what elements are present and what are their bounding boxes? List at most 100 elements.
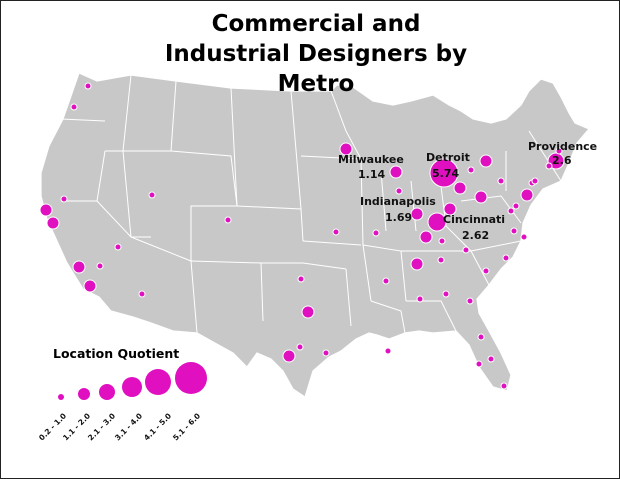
state-line-5 — [96, 200, 132, 238]
metro-bubble-4 — [46, 216, 60, 230]
metro-bubble-12 — [224, 216, 232, 224]
metro-bubble-6 — [148, 191, 156, 199]
metro-bubble-36 — [419, 230, 433, 244]
legend-label-class-6: 5.1 - 6.0 — [171, 411, 202, 442]
map-title-line-1: Commercial and — [211, 11, 421, 37]
metro-bubble-10 — [96, 262, 104, 270]
metro-bubble-52 — [500, 382, 508, 390]
metro-bubble-22 — [429, 158, 459, 188]
legend-label-class-4: 3.1 - 4.0 — [113, 411, 144, 442]
legend-label-class-3: 2.1 - 3.0 — [86, 411, 117, 442]
state-line-25 — [410, 180, 417, 232]
metro-bubbles — [39, 82, 565, 390]
legend-title: Location Quotient — [53, 346, 179, 361]
metro-labels: Milwaukee 1.14 Detroit 5.74 Providence 2… — [338, 140, 597, 242]
state-line-31 — [528, 130, 562, 182]
metro-bubble-46 — [416, 295, 424, 303]
metro-bubble-48 — [466, 297, 474, 305]
legend-circle-class-6 — [175, 362, 207, 394]
state-line-15 — [302, 240, 362, 246]
metro-bubble-35 — [427, 212, 447, 232]
metro-bubble-47 — [442, 290, 450, 298]
label-providence-name: Providence — [528, 140, 597, 153]
metro-bubble-11 — [138, 290, 146, 298]
state-line-28 — [460, 195, 522, 224]
metro-bubble-26 — [474, 190, 488, 204]
metro-bubble-17 — [296, 343, 304, 351]
metro-bubble-41 — [372, 229, 380, 237]
legend-circle-class-4 — [122, 377, 142, 397]
metro-bubble-43 — [462, 246, 470, 254]
us-land — [40, 72, 590, 398]
metro-bubble-33 — [520, 233, 528, 241]
legend-circle-class-2 — [78, 388, 90, 400]
state-line-13 — [290, 90, 302, 210]
label-indianapolis-value: 1.69 — [385, 211, 412, 224]
metro-bubble-21 — [395, 187, 403, 195]
state-line-24 — [380, 170, 387, 232]
label-detroit-name: Detroit — [426, 151, 470, 164]
metro-bubble-49 — [477, 333, 485, 341]
label-indianapolis-name: Indianapolis — [360, 195, 436, 208]
state-line-12 — [230, 87, 238, 207]
legend: Location Quotient 0.2 - 1.0 1.1 - 2.0 2.… — [37, 346, 207, 442]
metro-bubble-23 — [453, 181, 467, 195]
state-line-17 — [345, 268, 352, 327]
metro-bubble-31 — [512, 202, 520, 210]
metro-bubble-50 — [475, 360, 483, 368]
legend-label-class-5: 4.1 - 5.0 — [142, 411, 173, 442]
metro-bubble-16 — [282, 349, 296, 363]
state-line-16 — [261, 262, 347, 270]
legend-circles — [58, 362, 207, 400]
state-line-7 — [170, 150, 238, 207]
state-line-8 — [190, 205, 237, 261]
metro-bubble-34 — [410, 207, 424, 221]
state-line-20 — [370, 300, 406, 334]
metro-bubble-32 — [510, 227, 518, 235]
metro-bubble-9 — [83, 279, 97, 293]
metro-bubble-51 — [487, 355, 495, 363]
state-line-3 — [60, 118, 106, 122]
metro-bubble-57 — [531, 177, 539, 185]
metro-bubble-45 — [482, 267, 490, 275]
metro-bubble-3 — [39, 203, 53, 217]
metro-bubble-2 — [70, 103, 78, 111]
metro-bubble-7 — [114, 243, 122, 251]
label-providence-value: 2.6 — [552, 154, 572, 167]
metro-bubble-28 — [520, 188, 534, 202]
metro-bubble-5 — [60, 195, 68, 203]
metro-bubble-25 — [479, 154, 493, 168]
label-detroit-value: 5.74 — [432, 167, 459, 180]
metro-bubble-1 — [84, 82, 92, 90]
metro-bubble-20 — [389, 165, 403, 179]
label-milwaukee-value: 1.14 — [358, 168, 385, 181]
metro-bubble-39 — [410, 257, 424, 271]
metro-bubble-53 — [384, 347, 392, 355]
legend-circle-class-5 — [145, 369, 171, 395]
state-line-29 — [470, 250, 490, 286]
label-cincinnati-value: 2.62 — [462, 229, 489, 242]
metro-bubble-42 — [437, 256, 445, 264]
metro-bubble-24 — [467, 166, 475, 174]
metro-bubble-56 — [555, 147, 563, 155]
state-line-14 — [300, 155, 362, 160]
map-title-line-2: Industrial Designers by Metro — [164, 41, 468, 97]
legend-circle-class-3 — [99, 384, 115, 400]
legend-circle-class-1 — [58, 394, 64, 400]
metro-bubble-15 — [332, 228, 340, 236]
state-line-19 — [330, 90, 362, 160]
metro-bubble-27 — [497, 177, 505, 185]
metro-bubble-14 — [301, 305, 315, 319]
metro-bubble-30 — [507, 207, 515, 215]
metro-bubble-55 — [545, 162, 553, 170]
metro-bubble-37 — [443, 202, 457, 216]
label-cincinnati-name: Cincinnati — [443, 213, 505, 226]
metro-bubble-19 — [339, 142, 353, 156]
state-line-26 — [440, 185, 472, 252]
metro-bubble-18 — [322, 349, 330, 357]
metro-bubble-8 — [72, 260, 86, 274]
map-title: Commercial and Industrial Designers by M… — [151, 9, 481, 99]
metro-bubble-13 — [297, 275, 305, 283]
